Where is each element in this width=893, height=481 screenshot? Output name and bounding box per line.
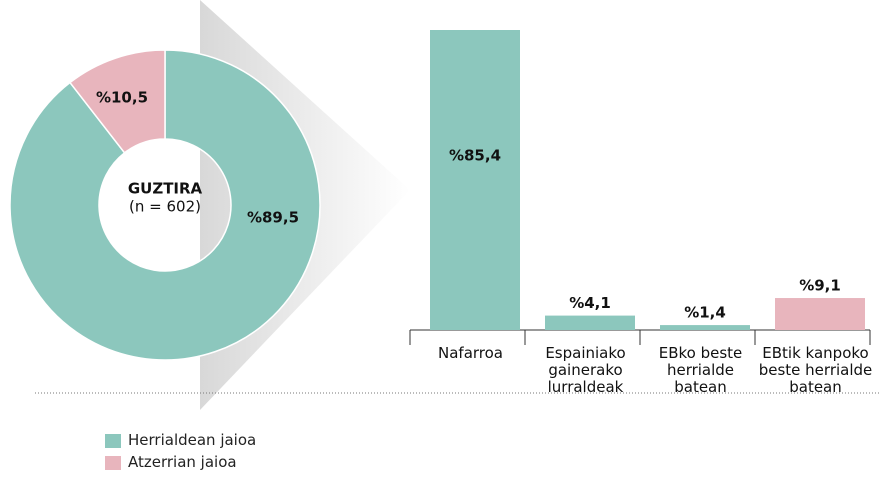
- slice-label: %10,5: [96, 89, 148, 107]
- bar: [430, 30, 520, 330]
- donut-slice: [68, 49, 166, 154]
- bar-label: %1,4: [684, 304, 726, 322]
- x-tick-label: Espainiako gainerako lurraldeak: [545, 344, 626, 396]
- bar-label: %4,1: [569, 294, 611, 312]
- x-tick-label: EBko beste herrialde batean: [658, 344, 743, 396]
- center-subtitle: (n = 602): [129, 198, 201, 216]
- x-tick-label: Nafarroa: [438, 344, 503, 362]
- x-tick-label: EBtik kanpoko beste herrialde batean: [758, 344, 873, 396]
- bar-label: %9,1: [799, 277, 841, 295]
- slice-label: %89,5: [247, 209, 299, 227]
- legend-swatch: [105, 434, 121, 448]
- legend-swatch: [105, 456, 121, 470]
- bar: [660, 325, 750, 330]
- legend-label: Herrialdean jaioa: [128, 431, 257, 449]
- donut-slice: [9, 49, 321, 361]
- bar-label: %85,4: [449, 147, 501, 165]
- legend-label: Atzerrian jaioa: [128, 453, 237, 471]
- bar: [775, 298, 865, 330]
- center-title: GUZTIRA: [128, 180, 203, 198]
- bar: [545, 315, 635, 330]
